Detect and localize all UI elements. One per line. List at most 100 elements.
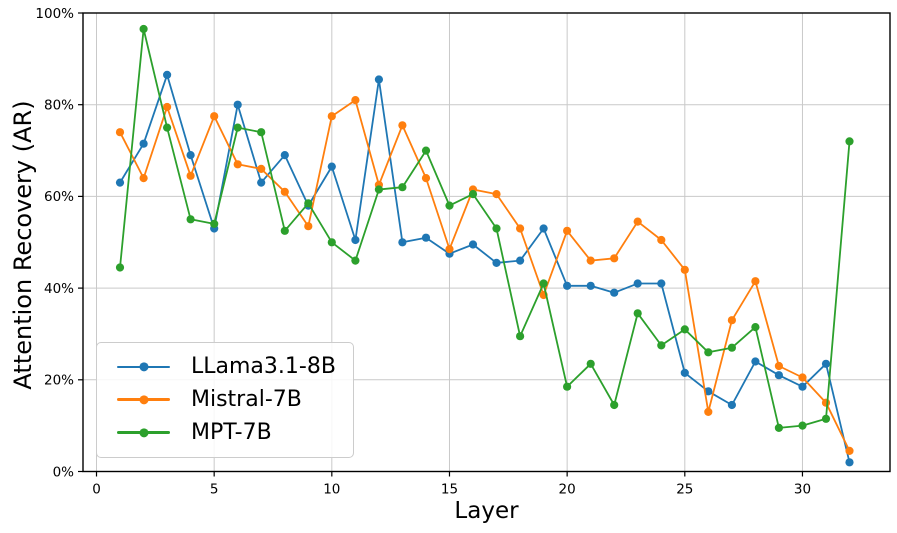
data-point-Mistral-7B bbox=[210, 112, 219, 121]
data-point-LLama3.1-8B bbox=[374, 75, 383, 84]
data-point-MPT-7B bbox=[115, 263, 125, 272]
data-point-LLama3.1-8B bbox=[845, 458, 854, 467]
data-point-LLama3.1-8B bbox=[351, 235, 360, 245]
data-point-LLama3.1-8B bbox=[821, 359, 831, 368]
data-point-MPT-7B bbox=[563, 382, 572, 391]
data-point-MPT-7B bbox=[163, 123, 172, 132]
data-point-MPT-7B bbox=[657, 341, 666, 350]
data-point-Mistral-7B bbox=[774, 361, 784, 371]
data-point-MPT-7B bbox=[210, 219, 219, 228]
data-point-Mistral-7B bbox=[845, 446, 854, 455]
data-point-MPT-7B bbox=[492, 224, 501, 233]
data-point-LLama3.1-8B bbox=[751, 357, 760, 366]
data-point-Mistral-7B bbox=[798, 373, 807, 382]
x-tick-label: 5 bbox=[210, 482, 219, 498]
x-tick-label: 10 bbox=[323, 482, 340, 498]
legend-line-marker-green bbox=[117, 427, 170, 438]
data-point-LLama3.1-8B bbox=[774, 371, 784, 380]
data-point-Mistral-7B bbox=[704, 407, 713, 416]
data-point-LLama3.1-8B bbox=[680, 368, 689, 377]
data-point-LLama3.1-8B bbox=[233, 100, 242, 109]
data-point-LLama3.1-8B bbox=[398, 238, 407, 247]
data-point-MPT-7B bbox=[280, 226, 289, 235]
data-point-LLama3.1-8B bbox=[163, 70, 172, 79]
data-point-LLama3.1-8B bbox=[186, 151, 195, 160]
y-tick-label: 60% bbox=[44, 189, 74, 205]
data-point-Mistral-7B bbox=[751, 277, 760, 286]
y-tick-label: 80% bbox=[44, 98, 74, 114]
data-point-LLama3.1-8B bbox=[704, 387, 713, 396]
data-point-MPT-7B bbox=[327, 238, 336, 247]
y-axis-title: Attention Recovery (AR) bbox=[9, 100, 37, 390]
data-point-MPT-7B bbox=[139, 24, 148, 34]
data-point-MPT-7B bbox=[374, 185, 383, 194]
data-point-MPT-7B bbox=[539, 279, 548, 288]
data-point-MPT-7B bbox=[774, 423, 784, 432]
data-point-LLama3.1-8B bbox=[327, 162, 336, 171]
data-point-Mistral-7B bbox=[821, 398, 831, 407]
data-point-LLama3.1-8B bbox=[468, 240, 478, 249]
data-point-LLama3.1-8B bbox=[633, 279, 642, 288]
data-point-Mistral-7B bbox=[727, 316, 737, 325]
plot-border bbox=[82, 12, 891, 473]
data-point-Mistral-7B bbox=[516, 224, 525, 233]
data-point-MPT-7B bbox=[351, 256, 360, 265]
legend-label: LLama3.1-8B bbox=[191, 354, 336, 380]
data-point-LLama3.1-8B bbox=[280, 151, 289, 160]
data-point-LLama3.1-8B bbox=[657, 279, 666, 288]
data-point-MPT-7B bbox=[516, 332, 525, 341]
data-point-Mistral-7B bbox=[163, 102, 172, 112]
data-point-MPT-7B bbox=[751, 323, 760, 332]
y-tick-label: 20% bbox=[44, 373, 74, 389]
data-point-LLama3.1-8B bbox=[115, 178, 125, 187]
data-point-MPT-7B bbox=[186, 215, 195, 224]
x-tick-label: 20 bbox=[559, 482, 576, 498]
legend-line-marker-blue bbox=[117, 362, 170, 372]
data-point-MPT-7B bbox=[586, 359, 595, 368]
data-point-LLama3.1-8B bbox=[516, 256, 525, 265]
legend: LLama3.1-8B Mistral-7B MPT-7B bbox=[96, 342, 354, 458]
legend-line-marker-orange bbox=[117, 395, 170, 405]
data-point-Mistral-7B bbox=[351, 96, 360, 105]
x-tick-label: 0 bbox=[92, 482, 101, 498]
data-point-Mistral-7B bbox=[586, 256, 595, 265]
x-tick-label: 15 bbox=[441, 482, 458, 498]
data-point-LLama3.1-8B bbox=[610, 288, 619, 297]
data-point-MPT-7B bbox=[798, 421, 807, 430]
data-point-Mistral-7B bbox=[680, 265, 689, 274]
data-point-Mistral-7B bbox=[327, 112, 336, 121]
data-point-Mistral-7B bbox=[445, 245, 454, 254]
data-point-LLama3.1-8B bbox=[492, 258, 501, 267]
data-point-LLama3.1-8B bbox=[563, 281, 572, 290]
y-tick-label: 100% bbox=[35, 6, 74, 22]
data-point-MPT-7B bbox=[680, 325, 689, 334]
x-tick-label: 30 bbox=[794, 482, 811, 498]
data-point-Mistral-7B bbox=[563, 226, 572, 235]
data-point-MPT-7B bbox=[398, 183, 407, 192]
legend-item-mistral-7b: Mistral-7B bbox=[117, 385, 353, 415]
data-point-Mistral-7B bbox=[139, 174, 148, 183]
data-point-Mistral-7B bbox=[115, 128, 125, 137]
data-point-LLama3.1-8B bbox=[798, 382, 807, 391]
data-point-LLama3.1-8B bbox=[539, 224, 548, 233]
data-point-LLama3.1-8B bbox=[586, 281, 595, 290]
data-point-MPT-7B bbox=[821, 414, 831, 423]
data-point-LLama3.1-8B bbox=[727, 400, 737, 410]
data-point-Mistral-7B bbox=[633, 217, 642, 226]
data-point-Mistral-7B bbox=[233, 160, 242, 169]
data-point-MPT-7B bbox=[845, 137, 854, 146]
data-point-MPT-7B bbox=[633, 309, 642, 318]
x-axis-title: Layer bbox=[454, 498, 519, 524]
y-tick-label: 40% bbox=[44, 281, 74, 297]
data-point-Mistral-7B bbox=[304, 222, 313, 231]
data-point-Mistral-7B bbox=[421, 174, 431, 183]
legend-label: MPT-7B bbox=[191, 419, 272, 445]
data-point-Mistral-7B bbox=[398, 121, 407, 130]
data-point-Mistral-7B bbox=[257, 164, 266, 173]
data-point-MPT-7B bbox=[445, 201, 454, 210]
data-point-MPT-7B bbox=[727, 343, 737, 352]
data-point-MPT-7B bbox=[257, 128, 266, 137]
data-point-MPT-7B bbox=[610, 400, 619, 410]
